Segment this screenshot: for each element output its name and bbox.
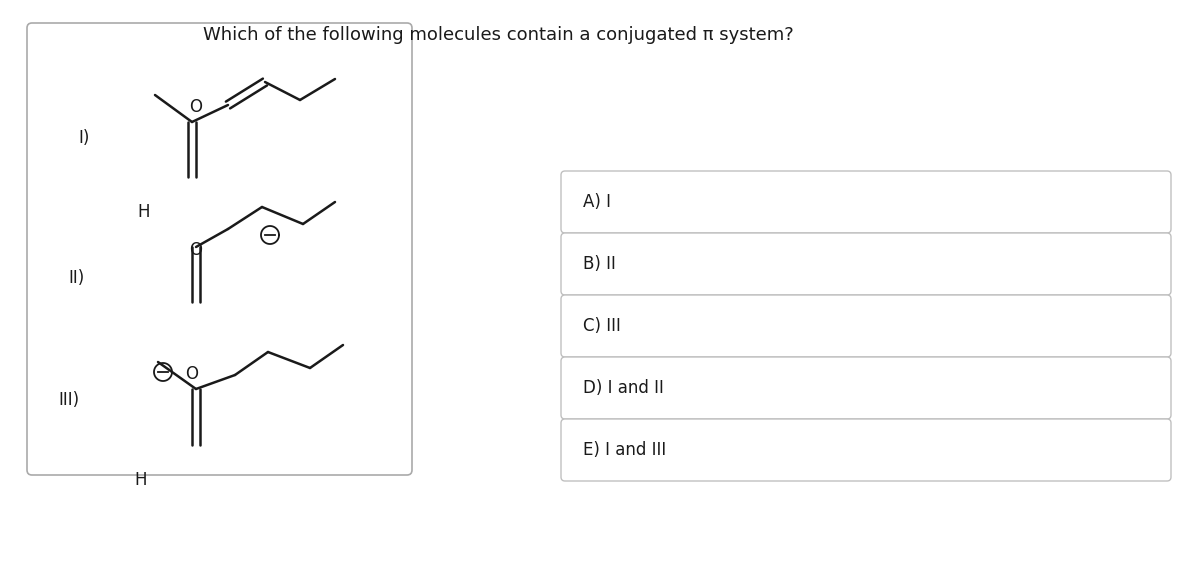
Text: O: O: [190, 98, 203, 116]
Text: D) I and II: D) I and II: [583, 379, 664, 397]
Text: A) I: A) I: [583, 193, 611, 211]
Text: III): III): [58, 391, 79, 409]
FancyBboxPatch shape: [562, 171, 1171, 233]
Text: B) II: B) II: [583, 255, 616, 273]
Text: Which of the following molecules contain a conjugated π system?: Which of the following molecules contain…: [203, 26, 793, 44]
Text: O: O: [186, 365, 198, 383]
Text: I): I): [78, 129, 89, 147]
FancyBboxPatch shape: [28, 23, 412, 475]
FancyBboxPatch shape: [562, 419, 1171, 481]
Text: E) I and III: E) I and III: [583, 441, 666, 459]
FancyBboxPatch shape: [562, 357, 1171, 419]
Text: H: H: [134, 471, 148, 489]
Text: II): II): [68, 269, 84, 287]
FancyBboxPatch shape: [562, 295, 1171, 357]
Text: H: H: [138, 203, 150, 221]
Text: C) III: C) III: [583, 317, 620, 335]
FancyBboxPatch shape: [562, 233, 1171, 295]
Text: O: O: [190, 241, 203, 259]
